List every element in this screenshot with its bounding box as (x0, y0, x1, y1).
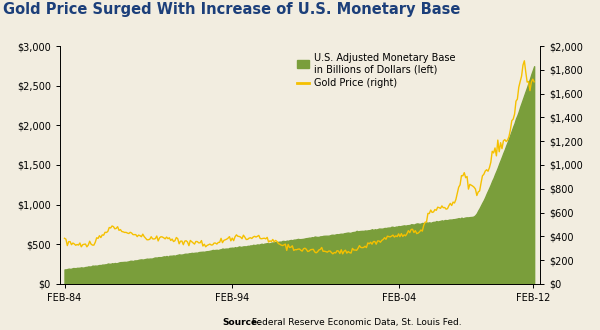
Text: Federal Reserve Economic Data, St. Louis Fed.: Federal Reserve Economic Data, St. Louis… (249, 318, 461, 327)
Text: Gold Price Surged With Increase of U.S. Monetary Base: Gold Price Surged With Increase of U.S. … (3, 2, 460, 16)
Text: Source:: Source: (222, 318, 261, 327)
Legend: U.S. Adjusted Monetary Base
in Billions of Dollars (left), Gold Price (right): U.S. Adjusted Monetary Base in Billions … (295, 51, 457, 90)
